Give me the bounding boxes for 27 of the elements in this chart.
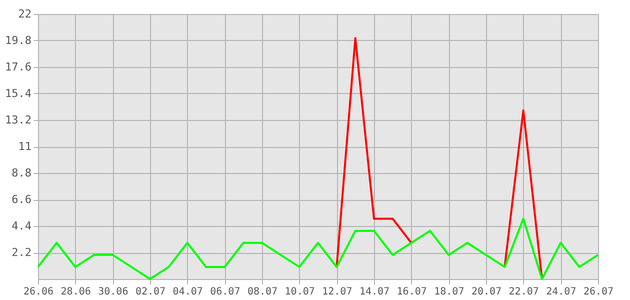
x-tick-label: 26.06	[23, 286, 54, 298]
y-tick-label: 4.4	[12, 220, 32, 232]
x-tick-label: 08.07	[247, 286, 278, 298]
x-tick-label: 16.07	[396, 286, 427, 298]
x-tick-label: 02.07	[135, 286, 166, 298]
y-tick-label: 19.8	[5, 34, 32, 47]
x-tick-label: 28.06	[60, 286, 91, 298]
x-tick-label: 20.07	[471, 286, 502, 298]
y-tick-label: 17.6	[5, 60, 32, 74]
y-tick-label: 15.4	[5, 87, 32, 100]
x-tick-label: 14.07	[359, 286, 390, 298]
y-tick-label: 2.2	[12, 246, 32, 259]
x-tick-label: 12.07	[322, 286, 352, 298]
x-tick-label: 04.07	[172, 286, 203, 298]
x-tick-label: 30.06	[98, 286, 128, 298]
x-tick-label: 24.07	[546, 286, 576, 298]
y-tick-label: 13.2	[5, 114, 32, 126]
y-tick-label: 22	[18, 8, 32, 20]
x-tick-label: 10.07	[284, 286, 315, 298]
y-tick-label: 6.6	[12, 193, 32, 206]
x-tick-label: 06.07	[210, 286, 240, 298]
x-tick-label: 18.07	[434, 286, 464, 298]
line-series	[37, 218, 599, 280]
x-tick-label: 22.07	[508, 286, 539, 298]
y-tick-label: 8.8	[12, 166, 32, 180]
x-tick-label: 26.07	[583, 286, 614, 298]
y-tick-label: 11	[18, 140, 32, 153]
